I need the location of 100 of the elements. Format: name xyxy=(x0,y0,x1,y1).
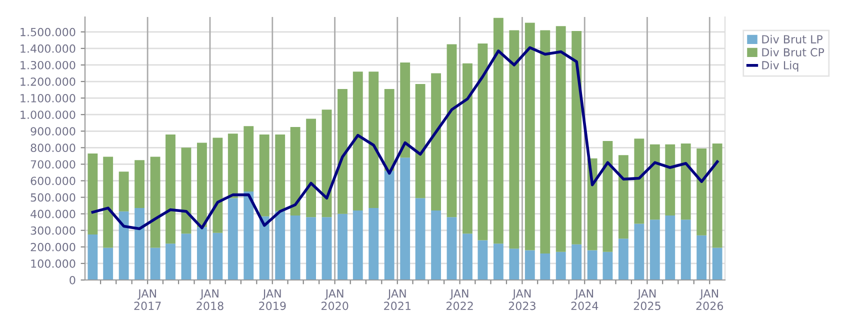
y-tick-label: 900.000 xyxy=(30,127,76,136)
bar xyxy=(166,244,176,280)
bar xyxy=(275,134,286,212)
bar xyxy=(665,215,676,280)
bar xyxy=(368,208,379,280)
bar xyxy=(556,252,566,280)
legend-label: Div Brut LP xyxy=(762,34,823,44)
bar xyxy=(524,250,535,280)
bar xyxy=(602,141,613,252)
bar xyxy=(446,44,457,218)
bar xyxy=(384,88,394,171)
bar xyxy=(244,192,254,280)
bar xyxy=(384,170,394,280)
bar xyxy=(696,235,707,280)
bar xyxy=(181,148,192,234)
bar xyxy=(259,134,270,216)
bar xyxy=(103,248,114,280)
y-tick-label: 1.500.000 xyxy=(20,28,76,36)
bar xyxy=(400,158,410,280)
y-tick-label: 1.200.000 xyxy=(20,77,76,86)
bar xyxy=(634,138,644,224)
bar xyxy=(181,234,192,280)
bar xyxy=(212,232,223,280)
bar xyxy=(88,234,98,280)
bar xyxy=(602,252,613,280)
bar xyxy=(680,144,691,220)
bar xyxy=(462,234,472,280)
bar xyxy=(352,210,363,280)
x-tick-label: JAN 2021 xyxy=(384,289,411,310)
bar xyxy=(446,217,457,280)
legend-label: Div Liq xyxy=(762,60,798,72)
bar xyxy=(118,211,129,280)
bar xyxy=(478,240,488,280)
bar xyxy=(540,254,550,280)
bar xyxy=(103,156,114,248)
bar xyxy=(493,18,504,244)
bar xyxy=(196,227,207,280)
x-tick-label: JAN 2022 xyxy=(446,289,473,310)
bar xyxy=(524,22,535,250)
bar xyxy=(88,153,98,235)
bar xyxy=(712,248,722,280)
bar xyxy=(338,88,348,214)
x-tick-label: JAN 2019 xyxy=(259,289,286,310)
y-tick-label: 1.300.000 xyxy=(20,60,76,70)
x-tick-label: JAN 2024 xyxy=(571,289,598,310)
bar xyxy=(338,214,348,280)
bar xyxy=(228,198,238,280)
y-tick-label: 300.000 xyxy=(30,226,76,235)
x-tick-label: JAN 2025 xyxy=(634,289,660,310)
bar xyxy=(572,31,582,244)
legend-label: Div Brut CP xyxy=(762,48,824,56)
bar xyxy=(228,134,238,198)
bar xyxy=(509,248,520,280)
bar xyxy=(618,238,628,280)
bar xyxy=(540,30,550,254)
bar xyxy=(196,142,207,228)
bar xyxy=(134,208,145,280)
x-tick-label: JAN 2018 xyxy=(196,289,224,310)
bar xyxy=(431,210,441,280)
bar xyxy=(368,72,379,208)
bar xyxy=(634,224,644,280)
bar xyxy=(618,155,628,239)
bar xyxy=(696,148,707,236)
y-tick-label: 200.000 xyxy=(30,242,76,252)
bar xyxy=(556,26,566,252)
y-tick-label: 500.000 xyxy=(30,193,76,202)
y-tick-label: 100.000 xyxy=(31,259,76,268)
y-tick-label: 800.000 xyxy=(30,144,76,152)
bar xyxy=(400,62,410,158)
bar xyxy=(134,160,145,208)
bar xyxy=(431,73,441,211)
bar xyxy=(650,144,660,220)
y-tick-label: 1.000.000 xyxy=(20,110,76,119)
bar xyxy=(306,118,316,218)
bar xyxy=(352,72,363,211)
y-tick-label: 0 xyxy=(70,276,76,284)
bar xyxy=(462,63,472,234)
bar xyxy=(665,144,676,216)
y-tick-label: 1.100.000 xyxy=(20,94,76,102)
line-series xyxy=(91,46,719,230)
x-tick-label: JAN 2017 xyxy=(134,289,161,310)
bar xyxy=(493,244,504,280)
bar xyxy=(290,215,300,280)
y-tick-label: 600.000 xyxy=(30,176,76,186)
y-tick-label: 700.000 xyxy=(30,160,76,169)
x-tick-label: JAN 2020 xyxy=(321,289,348,310)
x-tick-label: JAN 2026 xyxy=(696,289,724,310)
bar xyxy=(322,110,332,218)
bar xyxy=(259,216,270,280)
bar xyxy=(587,250,598,280)
y-tick-label: 1.400.000 xyxy=(20,44,76,53)
bar xyxy=(650,220,660,280)
bar xyxy=(712,144,722,248)
bar xyxy=(415,198,426,280)
bar xyxy=(322,217,332,280)
bar xyxy=(478,43,488,240)
bar xyxy=(212,138,223,233)
bar xyxy=(150,156,160,248)
bar xyxy=(118,172,129,212)
bar xyxy=(275,211,286,280)
